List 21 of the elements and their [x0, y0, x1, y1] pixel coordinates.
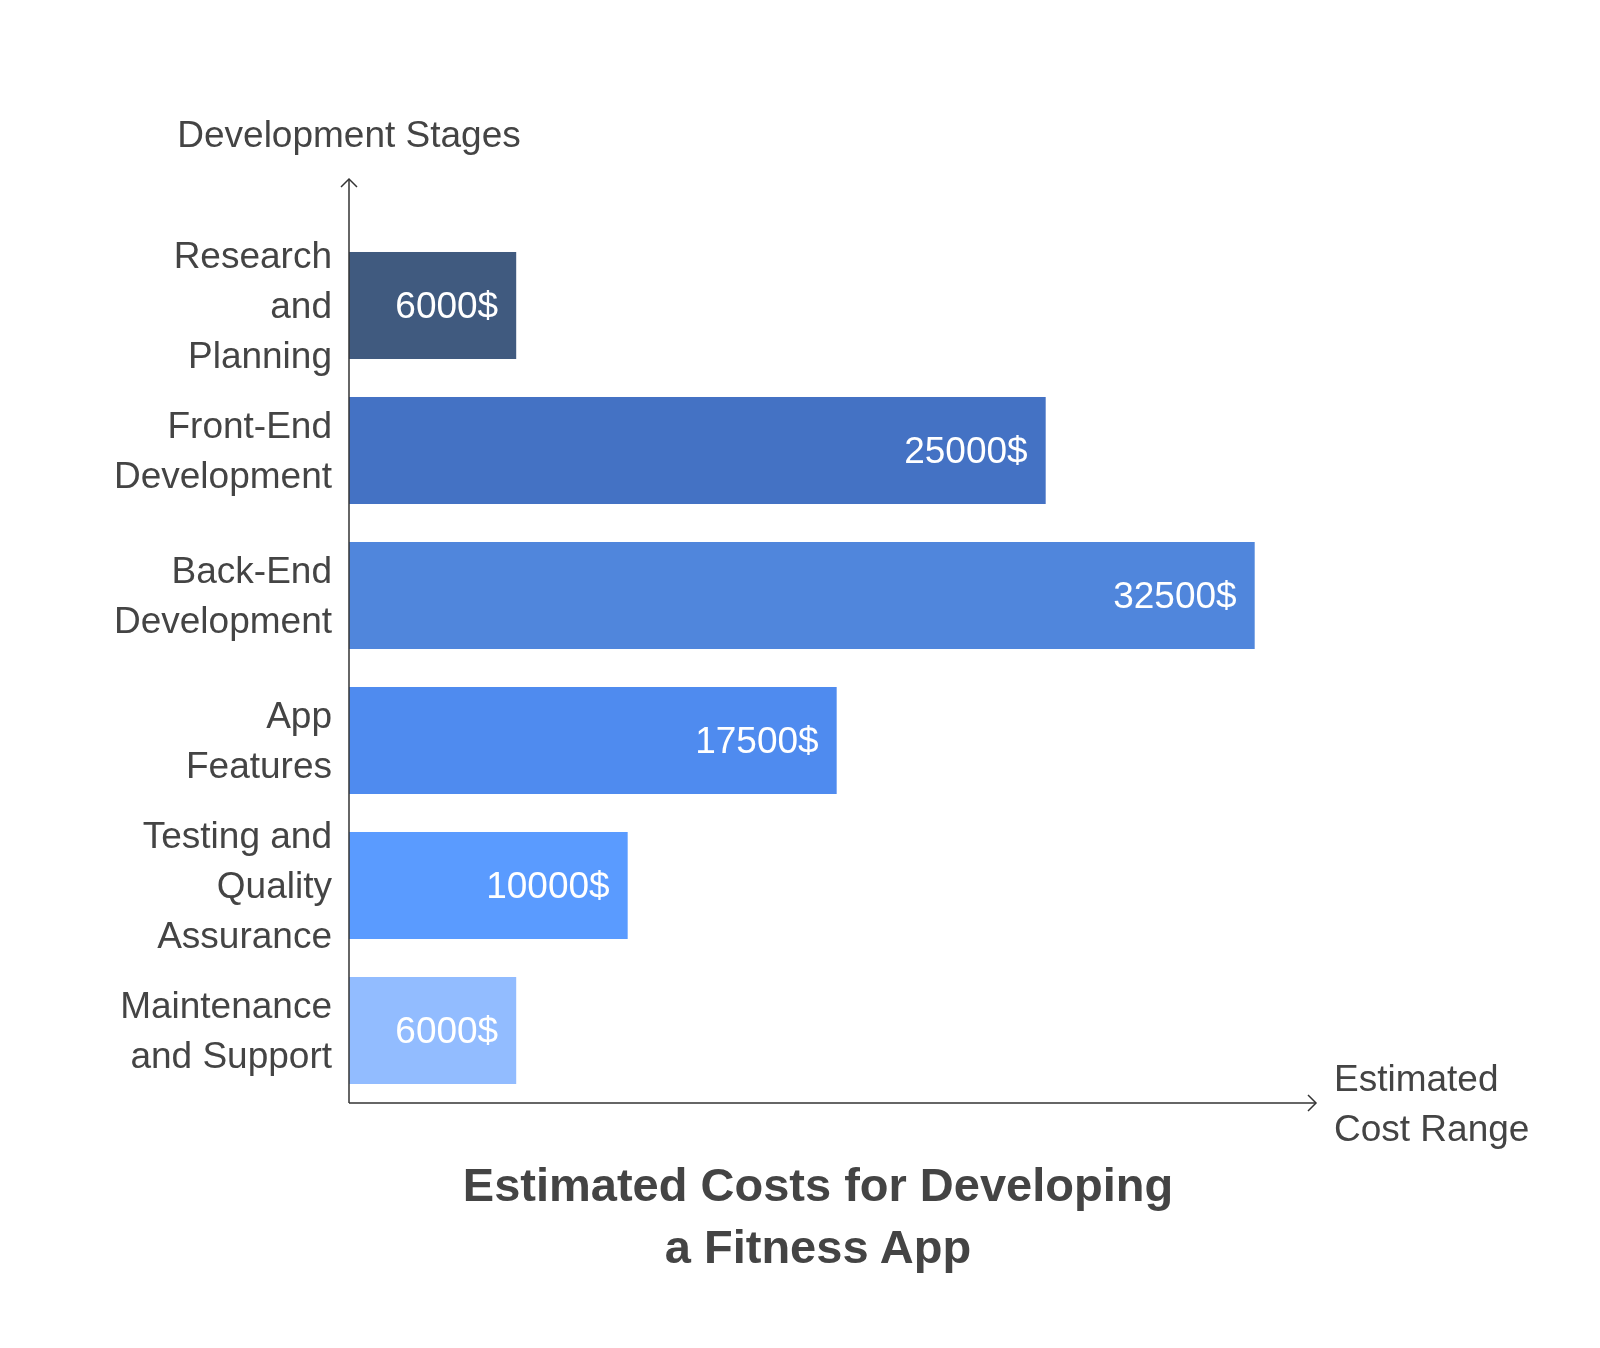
y-tick-label: Front-End Development: [113, 405, 333, 497]
bar: [349, 687, 837, 795]
data-label: 25000$: [904, 430, 1028, 472]
y-tick-label: App Features: [185, 695, 332, 787]
bar: [349, 252, 517, 360]
bar: [349, 542, 1255, 650]
y-tick-label: Maintenance and Support: [120, 985, 333, 1077]
data-label: 10000$: [486, 865, 610, 907]
text: Estimated Costs for Developing a Fitness App: [462, 1158, 1174, 1274]
y-tick-label: Research and Planning: [173, 235, 332, 377]
data-label: 6000$: [395, 285, 499, 327]
bar: [349, 977, 517, 1085]
x-axis-title: Estimated Cost Range: [1334, 1057, 1530, 1149]
y-tick-label: Back-End Development: [113, 550, 333, 642]
data-label: 32500$: [1113, 575, 1237, 617]
y-axis-title: Development Stages: [177, 113, 521, 155]
bar: [349, 397, 1046, 505]
bar: [349, 832, 628, 940]
data-label: 17500$: [695, 720, 819, 762]
data-label: 6000$: [395, 1010, 499, 1052]
y-tick-label: Testing and Quality Assurance: [142, 815, 333, 957]
